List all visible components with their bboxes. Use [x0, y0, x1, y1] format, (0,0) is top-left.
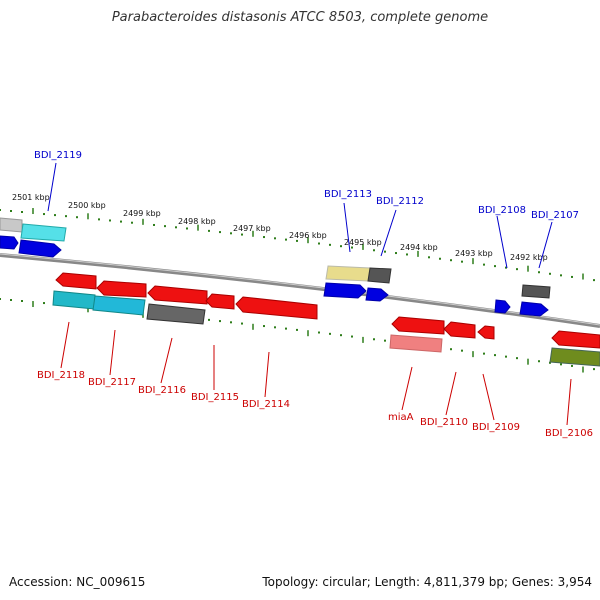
gene-feature[interactable] [52, 290, 96, 310]
gene-feature[interactable] [549, 347, 600, 367]
gene-feature[interactable] [235, 296, 318, 320]
gene-label[interactable]: BDI_2119 [34, 150, 82, 161]
gene-feature[interactable] [146, 303, 206, 325]
scale-label: 2492 kbp [510, 253, 548, 262]
gene-feature[interactable] [521, 284, 551, 299]
gene-label[interactable]: BDI_2117 [88, 377, 136, 388]
gene-feature[interactable] [55, 272, 97, 290]
gene-feature[interactable] [519, 301, 549, 317]
upper-gene-labels: BDI_2119 BDI_2113 BDI_2112 BDI_2108 BDI_… [34, 150, 579, 221]
gene-feature[interactable] [367, 267, 392, 284]
gene-feature[interactable] [205, 293, 235, 310]
gene-label[interactable]: BDI_2110 [420, 417, 468, 428]
gene-feature[interactable] [365, 287, 389, 302]
genome-backbone [0, 253, 600, 328]
scale-label: 2494 kbp [400, 243, 438, 252]
map-title: Parabacteroides distasonis ATCC 8503, co… [111, 10, 489, 25]
accession-label: Accession: NC_009615 [9, 575, 146, 589]
gene-feature[interactable] [0, 235, 19, 250]
gene-feature[interactable] [551, 330, 600, 349]
reverse-genes [52, 272, 600, 367]
scale-label: 2496 kbp [289, 231, 327, 240]
scale-label: 2501 kbp [12, 193, 50, 202]
gene-label[interactable]: BDI_2109 [472, 422, 520, 433]
gene-feature[interactable] [494, 299, 511, 314]
scale-label: 2498 kbp [178, 217, 216, 226]
gene-label[interactable]: BDI_2115 [191, 392, 239, 403]
gene-feature[interactable] [389, 334, 443, 353]
lower-leaders [60, 321, 572, 426]
forward-genes [0, 217, 551, 317]
gene-label[interactable]: BDI_2116 [138, 385, 186, 396]
scale-label: 2493 kbp [455, 249, 493, 258]
scale-label: 2497 kbp [233, 224, 271, 233]
gene-feature[interactable] [20, 223, 67, 242]
upper-leaders [47, 162, 553, 269]
gene-feature[interactable] [18, 239, 62, 258]
gene-label[interactable]: BDI_2114 [242, 399, 290, 410]
scale-labels: 2501 kbp 2500 kbp 2499 kbp 2498 kbp 2497… [12, 193, 548, 262]
gene-feature[interactable] [0, 217, 23, 233]
gene-feature[interactable] [391, 316, 445, 335]
gene-feature[interactable] [92, 295, 146, 316]
gene-feature[interactable] [443, 321, 476, 339]
gene-feature[interactable] [477, 325, 495, 340]
scale-ticks-upper [0, 208, 595, 282]
gene-feature[interactable] [147, 285, 208, 305]
scale-label: 2499 kbp [123, 209, 161, 218]
gene-label[interactable]: BDI_2107 [531, 210, 579, 221]
lower-gene-labels: BDI_2118 BDI_2117 BDI_2116 BDI_2115 BDI_… [37, 370, 593, 439]
scale-label: 2495 kbp [344, 238, 382, 247]
genome-summary: Topology: circular; Length: 4,811,379 bp… [262, 575, 592, 589]
gene-feature[interactable] [323, 282, 367, 299]
gene-label[interactable]: BDI_2118 [37, 370, 85, 381]
gene-feature[interactable] [96, 280, 147, 298]
gene-label[interactable]: BDI_2112 [376, 196, 424, 207]
scale-label: 2500 kbp [68, 201, 106, 210]
gene-feature[interactable] [325, 265, 371, 282]
gene-label[interactable]: miaA [388, 412, 414, 423]
gene-label[interactable]: BDI_2106 [545, 428, 593, 439]
gene-label[interactable]: BDI_2108 [478, 205, 526, 216]
gene-label[interactable]: BDI_2113 [324, 189, 372, 200]
